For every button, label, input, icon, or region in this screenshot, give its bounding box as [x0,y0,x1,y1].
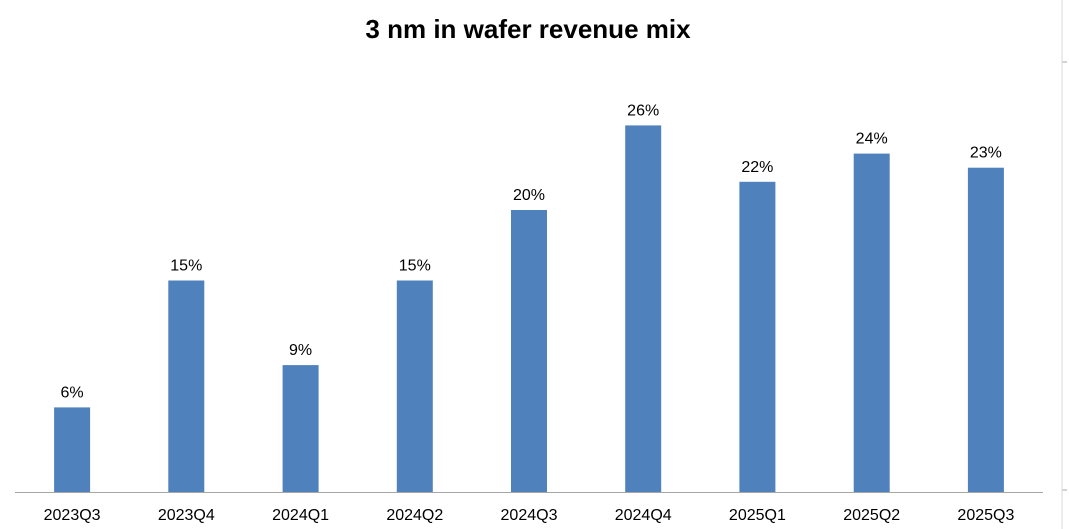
data-label-2023Q3: 6% [61,384,84,401]
data-label-2025Q1: 22% [741,159,773,176]
x-tick-label-2024Q2: 2024Q2 [386,507,443,524]
bar-2025Q3 [967,167,1004,492]
x-tick-label-2024Q4: 2024Q4 [615,507,672,524]
data-label-2025Q2: 24% [856,131,888,148]
x-tick-label-2023Q4: 2023Q4 [158,507,215,524]
data-label-2024Q1: 9% [289,342,312,359]
bar-2024Q3 [511,210,547,492]
x-tick-label-2023Q3: 2023Q3 [44,507,101,524]
data-label-2024Q2: 15% [399,258,431,275]
plot-area: 6% 2023Q3 15% 2023Q4 9% 2024Q1 15% 2024Q2 20% 202… [15,61,1067,524]
x-tick-label-2024Q1: 2024Q1 [272,507,329,524]
data-label-2025Q3: 23% [970,145,1002,162]
bar-2025Q1 [739,181,776,493]
x-tick-label-2025Q3: 2025Q3 [957,507,1014,524]
data-label-2024Q3: 20% [513,187,545,204]
x-tick-label-2025Q1: 2025Q1 [729,507,786,524]
x-tick-label-2025Q2: 2025Q2 [843,507,900,524]
chart-title: 3 nm in wafer revenue mix [365,14,691,44]
bar-2024Q1 [282,365,319,492]
bar-2023Q4 [168,280,205,492]
bar-2023Q3 [54,407,91,492]
bar-2025Q2 [853,153,890,492]
data-label-2023Q4: 15% [170,258,202,275]
x-tick-label-2024Q3: 2024Q3 [501,507,558,524]
bar-2024Q2 [396,280,433,492]
data-label-2024Q4: 26% [627,102,659,119]
bar-2024Q4 [625,125,662,493]
